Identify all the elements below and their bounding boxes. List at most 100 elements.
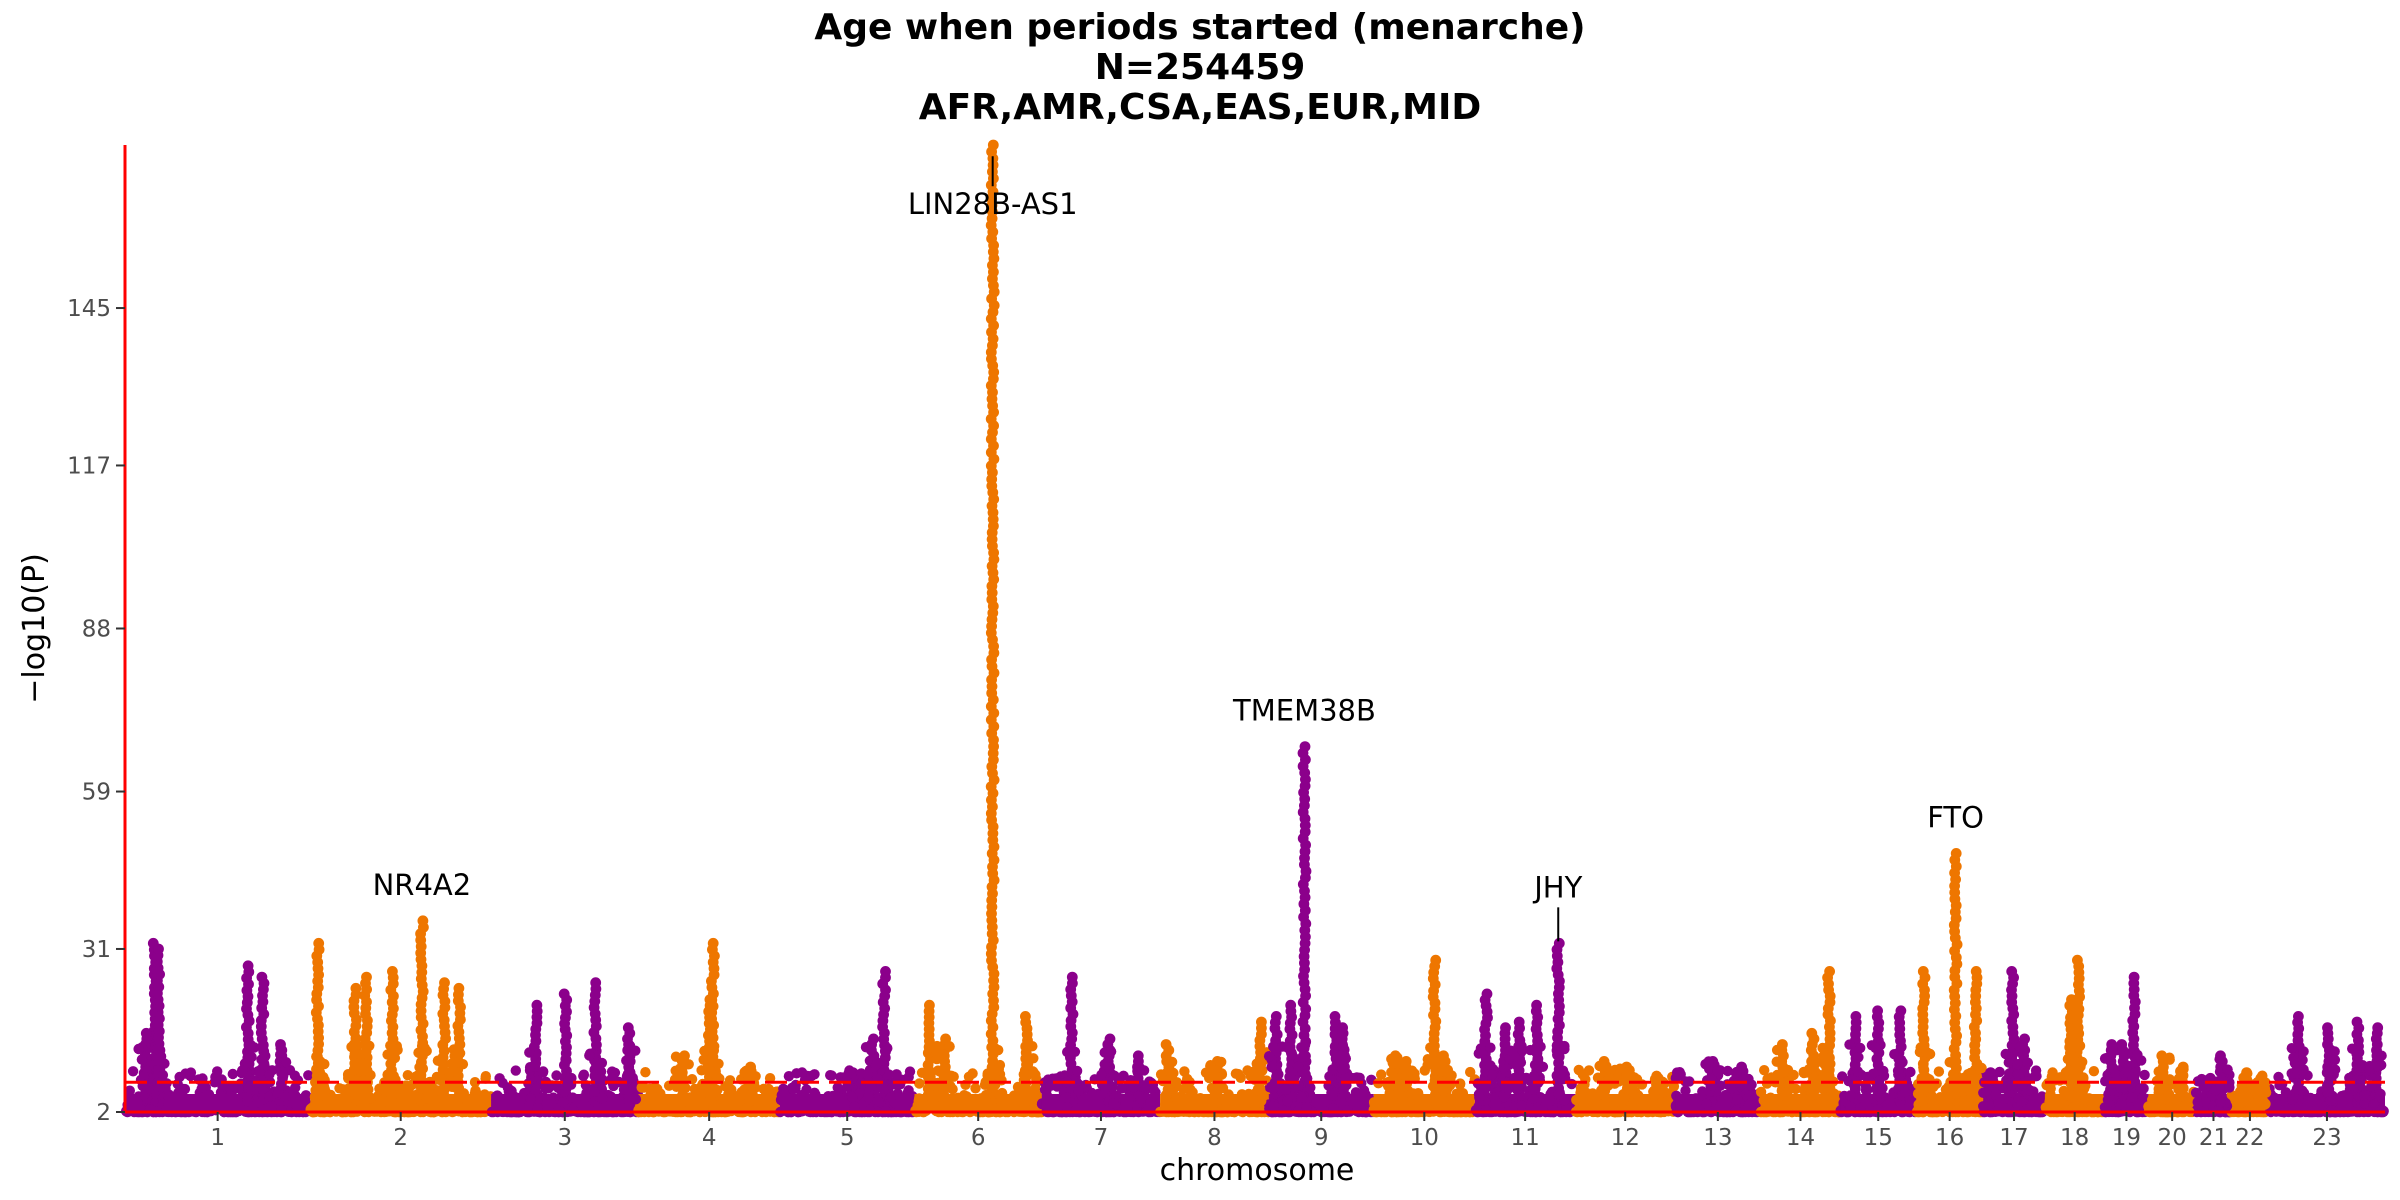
peak-flank-point	[237, 1065, 248, 1076]
peak-flank-point	[630, 1094, 642, 1105]
snp-point	[636, 1082, 647, 1093]
peak-point	[242, 960, 254, 972]
peak-point	[707, 937, 719, 949]
snp-point	[646, 1084, 657, 1096]
peak-flank-point	[1109, 1070, 1120, 1082]
peak-flank-point	[1027, 1041, 1038, 1052]
peak-point	[417, 915, 429, 927]
peak-flank-point	[1099, 1059, 1110, 1070]
peak-flank-point	[886, 1092, 897, 1103]
peak-flank-point	[879, 1045, 891, 1057]
peak-flank-point	[1105, 1046, 1117, 1057]
peak-flank-point	[1280, 1084, 1291, 1095]
peak-point	[1066, 971, 1078, 983]
peak-flank-point	[241, 1092, 253, 1103]
peak-flank-point	[863, 1092, 874, 1104]
peak-point	[1270, 1011, 1282, 1022]
snp-point	[303, 1070, 314, 1081]
peak-flank-point	[1203, 1094, 1214, 1105]
peak-flank-point	[392, 1044, 403, 1056]
peak-flank-point	[1018, 1069, 1029, 1080]
peak-point	[1329, 1011, 1341, 1022]
peak-flank-point	[993, 1064, 1004, 1075]
peak-flank-point	[567, 1092, 578, 1103]
peak-flank-point	[860, 1042, 872, 1053]
snp-point	[891, 1069, 902, 1080]
snp-point	[914, 1078, 925, 1089]
peak-flank-point	[1069, 1046, 1081, 1058]
peak-flank-point	[319, 1090, 330, 1101]
peak-point	[453, 982, 465, 994]
peak-flank-point	[1254, 1095, 1265, 1106]
peak-flank-point	[562, 1078, 573, 1089]
peak-point	[1285, 999, 1297, 1011]
peak-flank-point	[847, 1092, 858, 1103]
peak-point	[987, 139, 999, 151]
peak-flank-point	[276, 1104, 287, 1116]
snp-point	[1465, 1066, 1476, 1078]
peak-flank-point	[1100, 1083, 1111, 1094]
peak-flank-point	[357, 1058, 369, 1069]
snp-point	[1684, 1076, 1695, 1087]
peak-flank-point	[453, 1056, 464, 1068]
peak-flank-point	[1028, 1053, 1039, 1064]
peak-flank-point	[273, 1087, 284, 1098]
peak-flank-point	[864, 1104, 876, 1116]
peak-flank-point	[153, 1055, 164, 1066]
snp-point	[832, 1082, 843, 1093]
peak-flank-point	[422, 1093, 433, 1104]
peak-flank-point	[941, 1075, 953, 1086]
peak-flank-point	[1268, 1041, 1279, 1052]
peak-flank-point	[1096, 1069, 1107, 1081]
peak-flank-point	[982, 1097, 993, 1108]
snp-point	[1759, 1065, 1770, 1076]
data-points-layer	[120, 139, 2389, 1118]
peak-chr1	[250, 971, 276, 1108]
peak-point	[350, 982, 362, 994]
peak-flank-point	[1204, 1072, 1215, 1084]
snp-point	[212, 1066, 223, 1077]
snp-point	[1566, 1078, 1577, 1090]
peak-flank-point	[621, 1055, 632, 1066]
snp-point	[578, 1070, 589, 1082]
peak-flank-point	[1217, 1094, 1229, 1105]
snp-point	[1933, 1066, 1945, 1077]
peak-point	[140, 1027, 152, 1039]
peak-flank-point	[358, 1085, 369, 1097]
chart-sample-size: N=254459	[1094, 47, 1306, 88]
peak-flank-point	[870, 1059, 882, 1071]
peak-point	[439, 977, 450, 989]
peak-flank-point	[448, 1044, 460, 1055]
peak-flank-point	[1061, 1101, 1073, 1112]
peak-flank-point	[680, 1096, 692, 1107]
peak-flank-point	[937, 1099, 949, 1110]
peak-flank-point	[1286, 1049, 1298, 1061]
snp-point	[172, 1078, 183, 1090]
peak-flank-point	[1060, 1092, 1071, 1103]
peak-flank-point	[591, 1062, 602, 1074]
snp-point	[469, 1077, 481, 1088]
peak-flank-point	[584, 1050, 595, 1061]
snp-point	[2139, 1069, 2150, 1081]
peak-flank-point	[1296, 1091, 1308, 1103]
peak-flank-point	[709, 1041, 720, 1052]
peak-flank-point	[944, 1041, 955, 1052]
peak-flank-point	[537, 1067, 549, 1078]
peak-point	[361, 971, 372, 983]
snp-point	[127, 1066, 139, 1077]
snp-point	[2045, 1083, 2056, 1094]
peak-flank-point	[706, 1055, 718, 1066]
peak-chr3	[553, 988, 579, 1116]
peak-flank-point	[1292, 1061, 1304, 1073]
peak-point	[704, 994, 716, 1005]
peak-flank-point	[254, 1067, 265, 1078]
peak-flank-point	[711, 1070, 722, 1081]
peak-chr6	[980, 139, 1006, 1108]
peak-point	[153, 943, 164, 955]
snp-point	[551, 1070, 562, 1081]
snp-point	[543, 1083, 554, 1094]
peak-flank-point	[1160, 1090, 1172, 1101]
peak-flank-point	[589, 1086, 600, 1097]
peak-flank-point	[364, 1040, 375, 1052]
peak-point	[868, 1033, 879, 1045]
